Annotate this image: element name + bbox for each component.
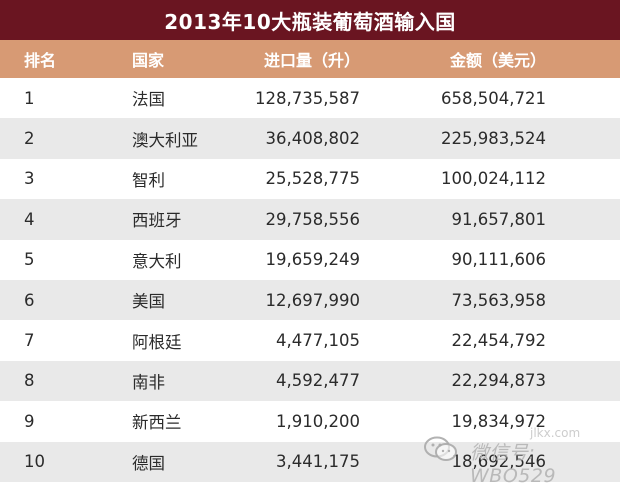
amount-cell: 22,454,792 [451,331,546,351]
country-cell: 美国 [132,292,165,312]
country-cell: 意大利 [132,251,182,271]
table-row: 3 智利 25,528,775 100,024,112 [0,159,620,199]
table-title-bar: 2013年10大瓶装葡萄酒输入国 [0,0,620,40]
amount-cell: 22,294,873 [451,371,546,391]
amount-cell: 658,504,721 [441,88,546,108]
amount-cell: 19,834,972 [451,411,546,431]
rank-cell: 7 [24,331,35,351]
column-header-amount: 金额（美元） [449,51,546,70]
watermark: jlkx.com 微信号: WBO529 [420,426,620,487]
country-cell: 西班牙 [132,211,182,231]
quantity-cell: 128,735,587 [255,88,360,108]
quantity-cell: 3,441,175 [276,452,360,472]
quantity-cell: 29,758,556 [265,209,360,229]
country-cell: 南非 [132,372,165,392]
rank-cell: 2 [24,129,35,149]
table-row: 9 新西兰 1,910,200 19,834,972 [0,401,620,441]
rank-cell: 6 [24,290,35,310]
rank-cell: 4 [24,209,35,229]
rank-cell: 9 [24,411,35,431]
column-header-country: 国家 [132,51,165,70]
country-cell: 法国 [132,90,165,110]
table-title: 2013年10大瓶装葡萄酒输入国 [164,9,456,34]
quantity-cell: 4,592,477 [276,371,360,391]
amount-cell: 100,024,112 [441,169,546,189]
table-header-row: 排名 国家 进口量（升） 金额（美元） [0,40,620,78]
table-row: 1 法国 128,735,587 658,504,721 [0,78,620,118]
country-cell: 智利 [132,170,165,190]
column-header-quantity: 进口量（升） [263,51,360,70]
quantity-cell: 36,408,802 [265,129,360,149]
watermark-text: 微信号: WBO529 [470,442,557,487]
amount-cell: 90,111,606 [451,250,546,270]
amount-cell: 225,983,524 [441,129,546,149]
table-row: 7 阿根廷 4,477,105 22,454,792 [0,320,620,360]
quantity-cell: 1,910,200 [276,411,360,431]
country-cell: 德国 [132,453,165,473]
table-row: 8 南非 4,592,477 22,294,873 [0,360,620,402]
rank-cell: 3 [24,169,35,189]
rank-cell: 1 [24,88,35,108]
table-row: 2 澳大利亚 36,408,802 225,983,524 [0,118,620,159]
country-cell: 新西兰 [132,413,182,433]
country-cell: 澳大利亚 [132,130,198,150]
table-body: 1 法国 128,735,587 658,504,721 2 澳大利亚 36,4… [0,78,620,482]
quantity-cell: 19,659,249 [265,250,360,270]
amount-cell: 18,692,546 [451,452,546,472]
quantity-cell: 25,528,775 [265,169,360,189]
watermark-site: jlkx.com [530,426,581,440]
quantity-cell: 4,477,105 [276,331,360,351]
rank-cell: 8 [24,371,35,391]
table-row: 6 美国 12,697,990 73,563,958 [0,279,620,321]
quantity-cell: 12,697,990 [265,290,360,310]
amount-cell: 91,657,801 [451,209,546,229]
table-row: 5 意大利 19,659,249 90,111,606 [0,240,620,280]
amount-cell: 73,563,958 [451,290,546,310]
column-header-rank: 排名 [24,51,57,70]
wechat-icon [424,436,458,462]
table-row: 4 西班牙 29,758,556 91,657,801 [0,199,620,240]
rank-cell: 10 [24,452,45,472]
rank-cell: 5 [24,250,35,270]
table-row: 10 德国 3,441,175 18,692,546 [0,441,620,482]
country-cell: 阿根廷 [132,332,182,352]
